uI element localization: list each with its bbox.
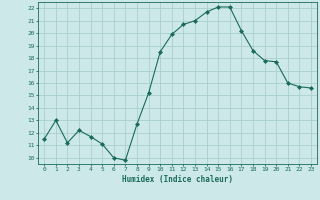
X-axis label: Humidex (Indice chaleur): Humidex (Indice chaleur) bbox=[122, 175, 233, 184]
